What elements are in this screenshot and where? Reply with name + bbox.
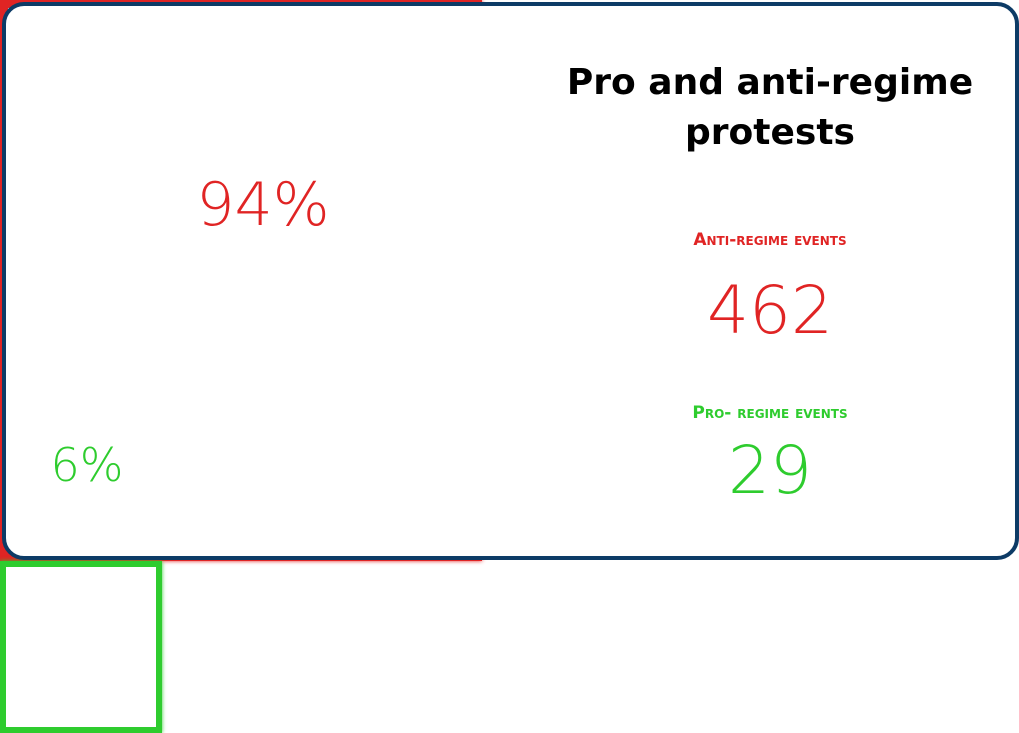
square [0,561,162,733]
percent-label: 94% [196,170,330,240]
count-value: 29 [728,432,812,509]
percent-label: 6% [50,438,124,492]
category-label: Anti-regime events [693,230,847,250]
category-label: Pro- regime events [692,403,848,423]
chart-title: Pro and anti-regime protests [566,62,974,153]
panel-frame [2,2,1019,560]
count-value: 462 [707,272,833,349]
